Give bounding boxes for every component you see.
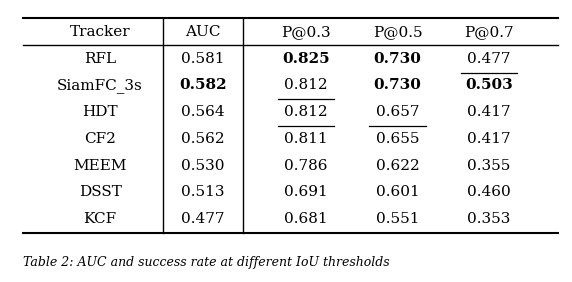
Text: 0.530: 0.530 — [181, 159, 225, 173]
Text: 0.564: 0.564 — [181, 105, 225, 119]
Text: SiamFC_3s: SiamFC_3s — [57, 78, 143, 93]
Text: DSST: DSST — [79, 186, 121, 199]
Text: MEEM: MEEM — [73, 159, 127, 173]
Text: 0.551: 0.551 — [376, 212, 419, 226]
Text: 0.417: 0.417 — [467, 132, 511, 146]
Text: CF2: CF2 — [84, 132, 116, 146]
Text: 0.601: 0.601 — [376, 186, 419, 199]
Text: 0.562: 0.562 — [181, 132, 225, 146]
Text: P@0.7: P@0.7 — [464, 25, 514, 39]
Text: 0.825: 0.825 — [282, 52, 330, 65]
Text: KCF: KCF — [84, 212, 117, 226]
Text: Tracker: Tracker — [70, 25, 130, 39]
Text: 0.681: 0.681 — [284, 212, 328, 226]
Text: 0.477: 0.477 — [467, 52, 511, 65]
Text: 0.417: 0.417 — [467, 105, 511, 119]
Text: P@0.5: P@0.5 — [373, 25, 422, 39]
Text: 0.582: 0.582 — [179, 78, 227, 92]
Text: 0.730: 0.730 — [374, 52, 422, 65]
Text: AUC: AUC — [185, 25, 221, 39]
Text: 0.581: 0.581 — [181, 52, 225, 65]
Text: RFL: RFL — [84, 52, 116, 65]
Text: 0.503: 0.503 — [465, 78, 513, 92]
Text: 0.811: 0.811 — [284, 132, 328, 146]
Text: 0.477: 0.477 — [181, 212, 225, 226]
Text: 0.355: 0.355 — [467, 159, 511, 173]
Text: 0.460: 0.460 — [467, 186, 511, 199]
Text: 0.730: 0.730 — [374, 78, 422, 92]
Text: 0.786: 0.786 — [284, 159, 328, 173]
Text: 0.622: 0.622 — [376, 159, 419, 173]
Text: 0.655: 0.655 — [376, 132, 419, 146]
Text: P@0.3: P@0.3 — [281, 25, 331, 39]
Text: Table 2: AUC and success rate at different IoU thresholds: Table 2: AUC and success rate at differe… — [23, 256, 390, 269]
Text: 0.812: 0.812 — [284, 78, 328, 92]
Text: 0.513: 0.513 — [181, 186, 225, 199]
Text: 0.812: 0.812 — [284, 105, 328, 119]
Text: HDT: HDT — [82, 105, 118, 119]
Text: 0.691: 0.691 — [284, 186, 328, 199]
Text: 0.353: 0.353 — [467, 212, 511, 226]
Text: 0.657: 0.657 — [376, 105, 419, 119]
